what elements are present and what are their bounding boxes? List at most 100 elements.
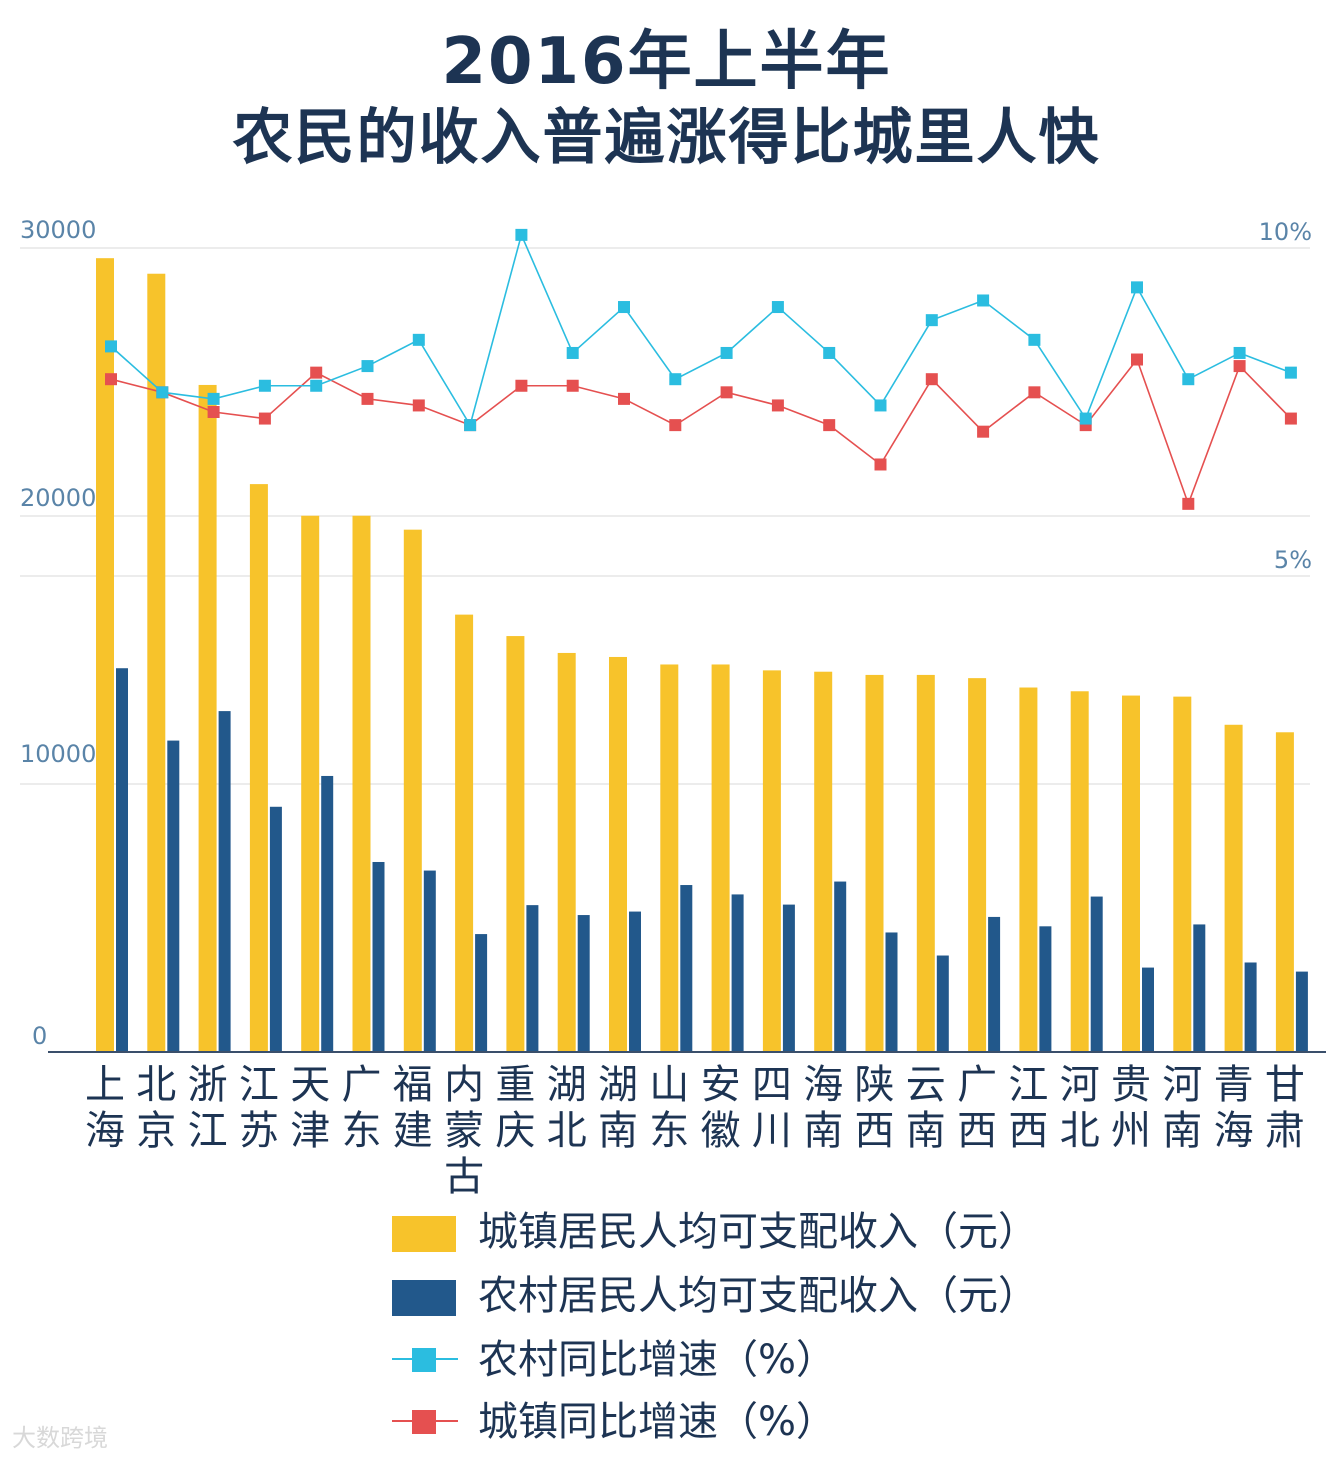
- bar-urban-income: [968, 678, 987, 1052]
- x-axis-category-label: 南: [598, 1108, 638, 1154]
- bar-urban-income: [762, 670, 781, 1052]
- bar-rural-income: [167, 740, 180, 1052]
- chart-title-line2: 农民的收入普遍涨得比城里人快: [232, 103, 1101, 173]
- x-axis-category-label: 京: [136, 1108, 176, 1154]
- bar-rural-income: [116, 668, 128, 1052]
- point-rural-growth: [105, 340, 117, 353]
- bar-urban-income: [403, 529, 422, 1052]
- point-rural-growth: [1182, 373, 1195, 386]
- legend-label-rural-income: 农村居民人均可支配收入（元）: [478, 1273, 1038, 1319]
- point-rural-growth: [1284, 366, 1297, 379]
- x-axis-category-label: 海: [85, 1108, 125, 1154]
- point-urban-growth: [1028, 386, 1041, 399]
- x-axis-category-label: 四: [752, 1062, 792, 1108]
- bar-rural-income: [885, 932, 898, 1052]
- point-urban-growth: [258, 412, 271, 425]
- bar-urban-income: [1224, 724, 1243, 1052]
- x-axis-category-label: 甘: [1265, 1062, 1305, 1108]
- bar-rural-income: [526, 905, 539, 1052]
- left-axis-tick-label: 0: [32, 1022, 47, 1050]
- point-rural-growth: [874, 399, 887, 412]
- bar-rural-income: [1244, 962, 1257, 1052]
- x-axis-category-label: 肃: [1265, 1108, 1305, 1154]
- point-urban-growth: [925, 373, 938, 386]
- point-urban-growth: [618, 392, 630, 405]
- x-axis-category-label: 南: [1162, 1108, 1202, 1154]
- point-urban-growth: [515, 379, 528, 392]
- bar-rural-income: [423, 870, 436, 1052]
- x-axis-category-label: 湖: [547, 1062, 587, 1108]
- x-axis-category-label: 云: [906, 1062, 946, 1108]
- x-axis-category-label: 苏: [239, 1108, 279, 1154]
- point-rural-growth: [771, 301, 784, 314]
- chart-title-line1: 2016年上半年: [441, 25, 892, 99]
- x-axis-category-label: 江: [188, 1108, 228, 1154]
- x-axis-category-label: 上: [85, 1062, 125, 1108]
- point-urban-growth: [310, 366, 323, 379]
- x-axis-category-label: 建: [393, 1108, 433, 1154]
- point-urban-growth: [361, 392, 374, 405]
- left-axis-tick-label: 30000: [20, 216, 96, 244]
- point-rural-growth: [515, 228, 528, 241]
- legend-label-urban-income: 城镇居民人均可支配收入（元）: [478, 1209, 1038, 1255]
- point-rural-growth: [669, 373, 682, 386]
- legend-marker-rural-growth: [412, 1348, 436, 1372]
- x-axis-category-label: 古: [444, 1154, 484, 1200]
- point-rural-growth: [1079, 412, 1092, 425]
- bar-rural-income: [782, 904, 795, 1052]
- x-axis-category-label: 山: [649, 1062, 689, 1108]
- bar-rural-income: [936, 955, 949, 1052]
- x-axis-category-label: 东: [342, 1108, 382, 1154]
- x-axis-category-label: 广: [957, 1062, 997, 1108]
- point-rural-growth: [361, 360, 374, 373]
- point-rural-growth: [566, 346, 579, 359]
- point-urban-growth: [771, 399, 784, 412]
- point-urban-growth: [874, 458, 887, 471]
- bar-rural-income: [577, 915, 590, 1052]
- point-rural-growth: [156, 386, 169, 399]
- point-urban-growth: [977, 425, 990, 438]
- x-axis-category-label: 湖: [598, 1062, 638, 1108]
- bar-urban-income: [96, 258, 114, 1053]
- bar-rural-income: [269, 806, 282, 1052]
- bar-urban-income: [660, 664, 679, 1052]
- bar-urban-income: [455, 614, 474, 1052]
- x-axis-category-label: 北: [1060, 1108, 1100, 1154]
- x-axis-category-label: 川: [752, 1108, 792, 1154]
- point-urban-growth: [412, 399, 425, 412]
- x-axis-category-label: 西: [1008, 1108, 1048, 1154]
- point-urban-growth: [823, 419, 836, 432]
- x-axis-category-label: 天: [290, 1062, 330, 1108]
- bar-rural-income: [1039, 926, 1052, 1052]
- x-axis-category-label: 浙: [188, 1062, 228, 1108]
- point-rural-growth: [823, 346, 836, 359]
- point-rural-growth: [977, 294, 990, 307]
- point-rural-growth: [207, 392, 220, 405]
- x-axis-category-label: 西: [855, 1108, 895, 1154]
- point-rural-growth: [258, 379, 271, 392]
- x-axis-category-label: 东: [649, 1108, 689, 1154]
- legend-label-urban-growth: 城镇同比增速（%）: [478, 1399, 837, 1445]
- x-axis-category-label: 津: [290, 1108, 330, 1154]
- bar-rural-income: [629, 911, 641, 1052]
- point-urban-growth: [1182, 497, 1195, 510]
- bar-rural-income: [1142, 967, 1154, 1052]
- bar-rural-income: [988, 916, 1001, 1052]
- bar-rural-income: [731, 894, 744, 1052]
- point-rural-growth: [618, 301, 630, 314]
- x-axis-category-label: 江: [239, 1062, 279, 1108]
- x-axis-category-label: 州: [1111, 1108, 1151, 1154]
- bar-urban-income: [609, 656, 627, 1052]
- point-urban-growth: [207, 406, 220, 418]
- legend-label-rural-growth: 农村同比增速（%）: [478, 1337, 837, 1383]
- bar-urban-income: [557, 652, 576, 1052]
- bar-rural-income: [218, 711, 231, 1052]
- x-axis-category-label: 徽: [701, 1108, 741, 1154]
- point-rural-growth: [310, 379, 323, 392]
- x-axis-category-label: 贵: [1111, 1062, 1151, 1108]
- x-axis-category-label: 福: [393, 1062, 433, 1108]
- x-axis-category-label: 青: [1214, 1062, 1254, 1108]
- bar-rural-income: [372, 861, 385, 1052]
- bar-rural-income: [475, 934, 488, 1052]
- point-rural-growth: [925, 314, 938, 327]
